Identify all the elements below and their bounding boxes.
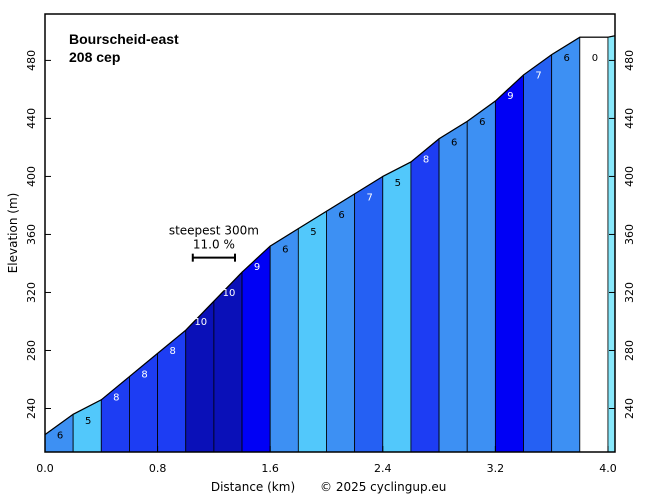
segment-gradient-label: 5 — [85, 416, 91, 427]
profile-segment — [607, 35, 616, 453]
profile-segment — [494, 73, 524, 453]
y-tick-label: 240 — [25, 398, 38, 419]
y-tick-label: 440 — [25, 108, 38, 129]
profile-outline — [44, 35, 616, 436]
profile-segment — [129, 352, 158, 453]
x-tick-label: 4.0 — [599, 462, 617, 475]
segment-gradient-label: 8 — [423, 155, 429, 166]
credit-text: © 2025 cyclingup.eu — [320, 480, 446, 494]
segment-gradient-label: 6 — [338, 210, 344, 221]
steepest-annotation-value: 11.0 % — [193, 238, 235, 252]
segment-gradient-label: 7 — [535, 71, 541, 82]
x-tick-label: 1.6 — [261, 462, 279, 475]
y-tick-label: 320 — [25, 282, 38, 303]
segment-gradient-label: 6 — [479, 117, 485, 128]
segment-gradient-label: 8 — [141, 369, 147, 380]
x-tick-label: 0.8 — [149, 462, 167, 475]
segment-gradient-label: 7 — [367, 192, 373, 203]
x-tick-label: 0.0 — [36, 462, 54, 475]
steepest-annotation-label: steepest 300m — [169, 224, 259, 238]
y-tick-label-right: 400 — [623, 166, 636, 187]
y-tick-label-right: 240 — [623, 398, 636, 419]
y-tick-label: 360 — [25, 224, 38, 245]
profile-segment — [297, 210, 327, 453]
segment-gradient-labels: 6 5 8 8 8 10 10 9 6 5 6 7 5 8 6 6 9 7 6 0 — [57, 53, 598, 441]
profile-segment — [241, 245, 271, 453]
segment-gradient-label: 6 — [451, 137, 457, 148]
profile-segment — [410, 137, 440, 453]
y-tick-label: 480 — [25, 50, 38, 71]
profile-segment — [438, 120, 468, 453]
x-axis-label: Distance (km) — [211, 480, 295, 494]
segment-gradient-label: 8 — [113, 393, 119, 404]
y-tick-label-right: 440 — [623, 108, 636, 129]
profile-segment — [523, 53, 553, 453]
profile-segments — [44, 35, 616, 453]
y-tick-label: 400 — [25, 166, 38, 187]
steepest-annotation-bar — [191, 253, 236, 262]
profile-segment — [269, 227, 299, 453]
segment-gradient-label: 8 — [169, 346, 175, 357]
profile-segment — [579, 36, 609, 453]
y-tick-label-right: 320 — [623, 282, 636, 303]
y-axis-label: Elevation (m) — [6, 193, 20, 274]
profile-segment — [551, 36, 581, 453]
segment-gradient-label: 0 — [592, 53, 598, 64]
segment-gradient-label: 5 — [395, 178, 401, 189]
x-tick-label: 3.2 — [487, 462, 505, 475]
chart-title: Bourscheid-east — [69, 31, 179, 47]
profile-segment — [326, 193, 356, 453]
segment-gradient-label: 9 — [507, 91, 513, 102]
chart-subtitle: 208 сер — [69, 49, 120, 65]
x-tick-label: 2.4 — [374, 462, 392, 475]
y-tick-label-right: 480 — [623, 50, 636, 71]
segment-gradient-label: 6 — [564, 53, 570, 64]
axis-ticks: 0.0 0.8 1.6 2.4 3.2 4.0 240 240 280 280 320 320 360 3… — [25, 50, 636, 475]
plot-frame — [44, 13, 616, 453]
profile-segment — [354, 175, 384, 453]
y-tick-label-right: 360 — [623, 224, 636, 245]
profile-segment — [466, 100, 496, 453]
y-tick-label-right: 280 — [623, 340, 636, 361]
profile-segment — [382, 161, 412, 453]
segment-gradient-label: 6 — [282, 245, 288, 256]
segment-gradient-label: 9 — [254, 262, 260, 273]
segment-gradient-label: 5 — [310, 227, 316, 238]
segment-gradient-label: 6 — [57, 430, 63, 441]
segment-gradient-label: 10 — [194, 317, 207, 328]
segment-gradient-label: 10 — [223, 288, 236, 299]
y-tick-label: 280 — [25, 340, 38, 361]
